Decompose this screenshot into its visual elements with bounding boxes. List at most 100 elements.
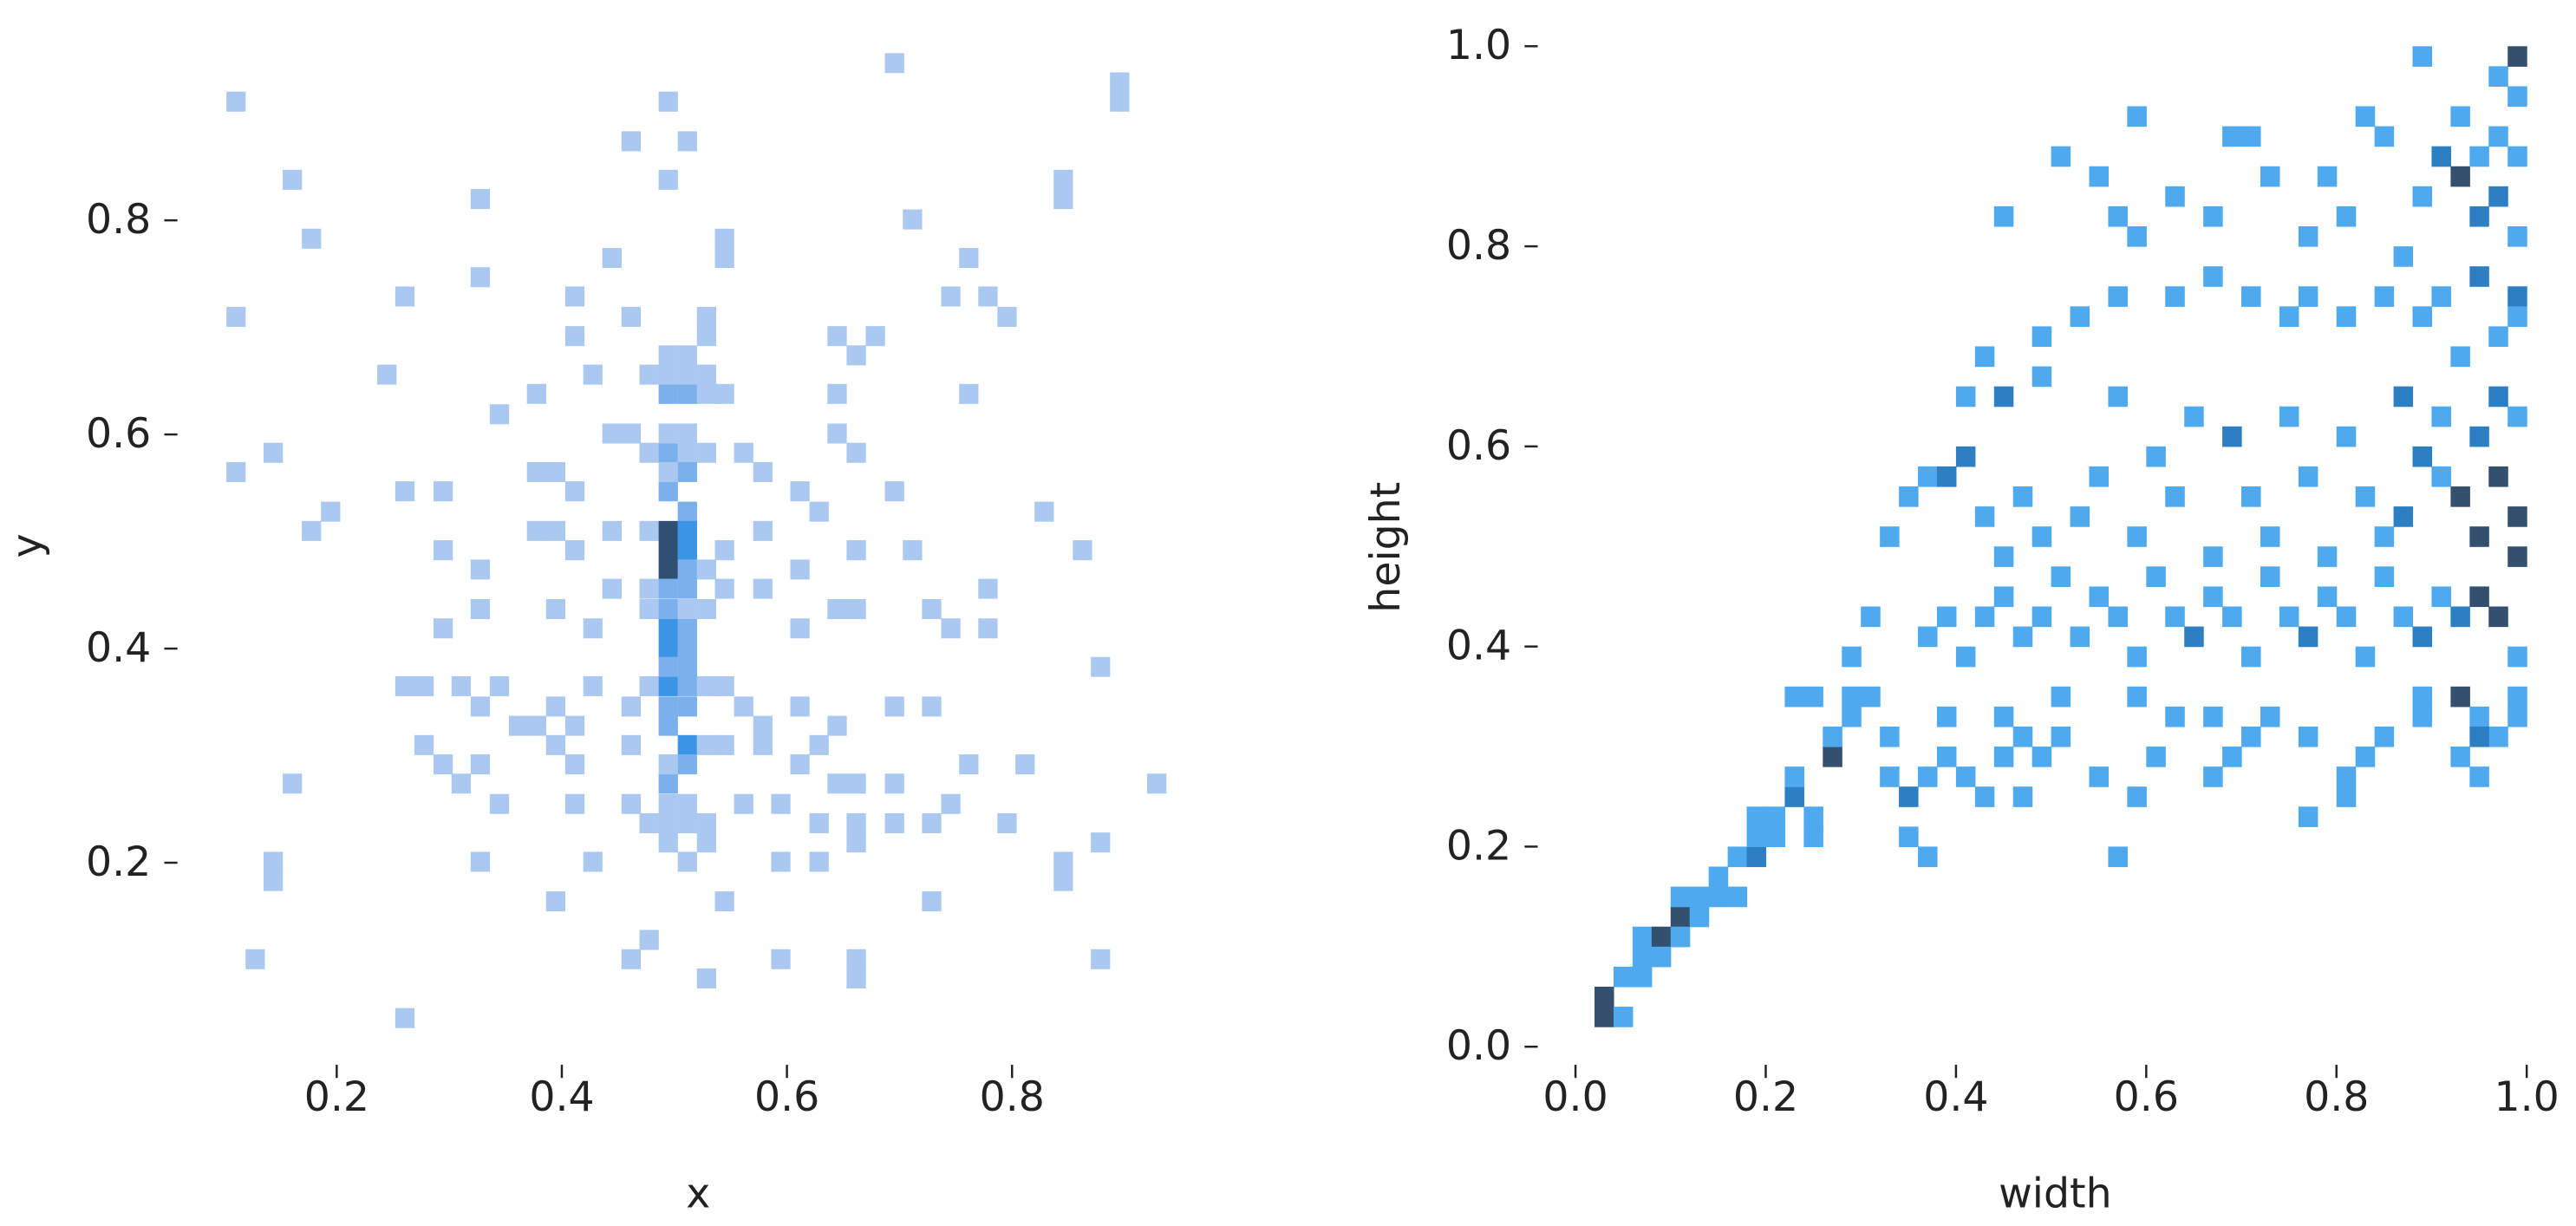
- y-tick-label: 0.2: [1446, 822, 1511, 870]
- bin-cell: [1689, 906, 1710, 928]
- bin-cell: [696, 383, 717, 404]
- bin-cell: [2393, 606, 2414, 628]
- bin-cell: [621, 696, 642, 717]
- x-tick-label: 0.0: [1542, 1073, 1608, 1121]
- bin-cell: [602, 247, 622, 269]
- bin-cell: [1880, 726, 1900, 747]
- bin-cell: [884, 481, 904, 502]
- bin-cell: [1727, 886, 1748, 908]
- bin-cell: [1823, 747, 1842, 767]
- bin-cell: [2412, 306, 2433, 327]
- bin-cell: [658, 715, 678, 736]
- bin-cell: [2165, 706, 2185, 727]
- bin-cell: [395, 286, 415, 307]
- bin-cell: [2279, 306, 2299, 327]
- bin-cell: [489, 793, 510, 814]
- bin-cell: [2374, 526, 2395, 547]
- bin-cell: [545, 891, 566, 912]
- bin-cell: [2374, 286, 2395, 307]
- bin-cell: [1053, 169, 1073, 190]
- bin-cell: [2222, 426, 2242, 447]
- bin-cell: [2450, 106, 2470, 127]
- bin-cell: [846, 442, 866, 463]
- bin-cell: [658, 832, 678, 853]
- bin-cell: [658, 696, 678, 717]
- bin-cell: [922, 891, 942, 912]
- bin-cell: [470, 754, 491, 775]
- bin-cell: [245, 949, 265, 969]
- bin-cell: [959, 247, 979, 269]
- bin-cell: [470, 598, 491, 620]
- bin-cell: [790, 696, 810, 717]
- bin-cell: [1053, 851, 1073, 872]
- bin-cell: [1993, 747, 2014, 767]
- bin-cell: [658, 618, 678, 639]
- bin-cell: [658, 773, 678, 794]
- bin-cell: [583, 851, 603, 872]
- bin-cell: [1936, 747, 1957, 767]
- bin-cell: [2165, 606, 2185, 628]
- bin-cell: [1765, 806, 1786, 827]
- bin-cell: [2412, 686, 2433, 708]
- bin-cell: [658, 91, 678, 112]
- bin-cell: [696, 326, 717, 347]
- bin-cell: [2469, 526, 2489, 547]
- bin-cell: [2508, 706, 2527, 727]
- bin-cell: [2012, 786, 2033, 807]
- bin-cell: [2508, 286, 2527, 307]
- bin-cell: [2469, 146, 2489, 167]
- bin-cell: [2222, 747, 2242, 767]
- bin-cell: [302, 228, 322, 249]
- bin-cell: [790, 618, 810, 639]
- x-axis-label: width: [1999, 1171, 2112, 1218]
- bin-cell: [658, 793, 678, 814]
- bin-cell: [714, 383, 734, 404]
- bin-cell: [2089, 766, 2110, 787]
- bin-cell: [526, 461, 546, 482]
- bin-cell: [1861, 686, 1881, 708]
- bin-cell: [809, 851, 829, 872]
- bin-cell: [470, 267, 491, 288]
- bin-cell: [2146, 566, 2166, 587]
- bin-cell: [2412, 186, 2433, 207]
- bin-cell: [827, 326, 847, 347]
- bin-cell: [677, 656, 697, 677]
- bin-cell: [2108, 286, 2128, 307]
- bin-cell: [753, 461, 773, 482]
- bin-cell: [771, 793, 791, 814]
- bin-cell: [677, 559, 697, 580]
- bin-cell: [827, 773, 847, 794]
- bin-cell: [2108, 846, 2128, 868]
- bin-cell: [1899, 486, 1919, 507]
- bin-cell: [658, 812, 678, 833]
- bin-cell: [658, 656, 678, 677]
- bin-cell: [941, 286, 961, 307]
- bin-cell: [978, 286, 998, 307]
- bin-cell: [1091, 656, 1111, 677]
- bin-cell: [696, 832, 717, 853]
- bin-cell: [414, 734, 434, 755]
- bin-cell: [526, 383, 546, 404]
- bin-cell: [1823, 726, 1842, 747]
- bin-cell: [696, 812, 717, 833]
- bin-cell: [677, 754, 697, 775]
- bin-cell: [1595, 1007, 1614, 1027]
- bin-cell: [226, 91, 246, 112]
- bin-cell: [564, 326, 585, 347]
- bin-cell: [2108, 606, 2128, 628]
- bin-cell: [2336, 426, 2357, 447]
- bin-cell: [2203, 546, 2223, 567]
- bin-cell: [696, 598, 717, 620]
- bin-cell: [2317, 586, 2338, 608]
- bin-cell: [2469, 266, 2489, 287]
- bin-cell: [1936, 606, 1957, 628]
- bin-cell: [2374, 126, 2395, 147]
- bin-cell: [1803, 806, 1823, 827]
- bin-cell: [1993, 706, 2014, 727]
- bin-cell: [2298, 726, 2318, 747]
- bin-cell: [658, 169, 678, 190]
- bin-cell: [2031, 747, 2052, 767]
- bin-cell: [884, 53, 904, 74]
- bin-cell: [2127, 646, 2147, 668]
- bin-cell: [226, 461, 246, 482]
